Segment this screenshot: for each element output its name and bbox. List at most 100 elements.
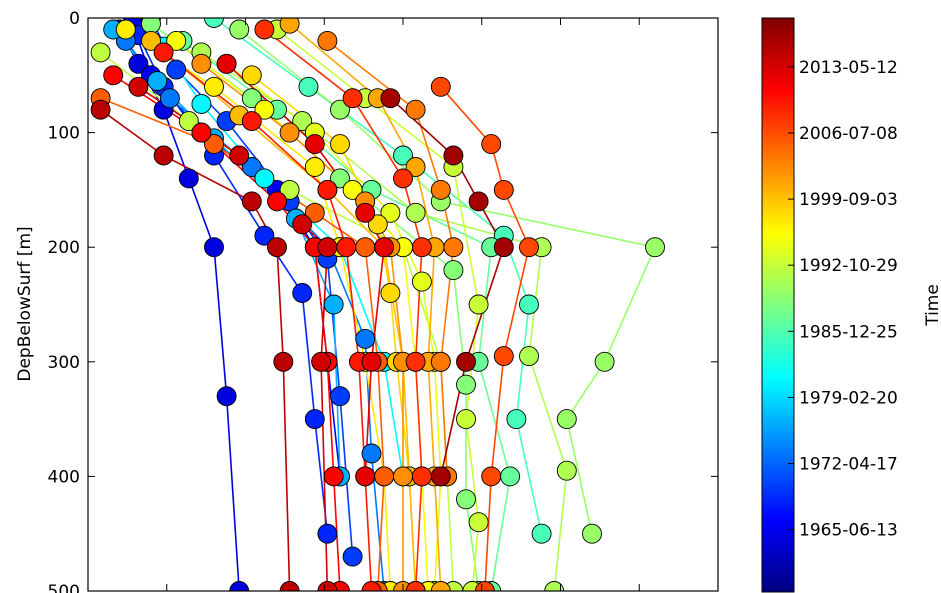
profile-point bbox=[443, 260, 464, 281]
profile-point bbox=[317, 581, 338, 591]
profile-point bbox=[279, 18, 300, 34]
profile-point bbox=[374, 237, 395, 258]
profile-point bbox=[204, 134, 224, 155]
profile-point bbox=[361, 581, 382, 591]
colorbar-tick-label: 1965-06-13 bbox=[799, 521, 898, 541]
profile-point bbox=[292, 111, 313, 132]
profile-point bbox=[481, 134, 502, 155]
profile-point bbox=[298, 76, 319, 97]
profile-point bbox=[311, 351, 332, 372]
colorbar-label: Time bbox=[923, 284, 941, 327]
profile-point bbox=[493, 179, 514, 200]
colorbar-tick-label: 2013-05-12 bbox=[799, 58, 898, 78]
profile-point bbox=[103, 65, 124, 86]
profile-point bbox=[141, 30, 161, 51]
profile-point bbox=[241, 65, 262, 86]
profile-point bbox=[468, 512, 489, 533]
profile-point bbox=[178, 168, 199, 189]
profile-point bbox=[191, 53, 212, 74]
profile-point bbox=[405, 157, 426, 177]
profile-point bbox=[430, 351, 451, 372]
colorbar-tick-label: 1999-09-03 bbox=[799, 190, 898, 210]
profile-point bbox=[304, 409, 325, 430]
profile-point bbox=[405, 581, 426, 591]
profile-point bbox=[380, 283, 401, 303]
y-tick-label: 200 bbox=[48, 238, 80, 258]
profile-point bbox=[191, 122, 212, 143]
profile-point bbox=[90, 42, 111, 63]
profile-point bbox=[519, 346, 539, 367]
profile-point bbox=[355, 328, 376, 349]
profile-point bbox=[254, 168, 275, 189]
plot-marks bbox=[90, 18, 665, 591]
y-tick-label: 300 bbox=[48, 353, 80, 373]
profile-point bbox=[430, 179, 451, 200]
profile-point bbox=[279, 179, 300, 200]
profile-point bbox=[380, 202, 401, 223]
profile-point bbox=[456, 374, 476, 395]
profile-point bbox=[141, 18, 161, 34]
y-axis-label: DepBelowSurf [m] bbox=[15, 226, 35, 381]
profile-point bbox=[493, 237, 514, 258]
profile-line-29 bbox=[100, 109, 291, 591]
profile-line-12 bbox=[100, 51, 455, 591]
y-axis: 0 100 200 300 400 500 bbox=[48, 9, 718, 593]
profile-point bbox=[166, 30, 187, 51]
profile-point bbox=[468, 294, 489, 315]
profile-point bbox=[367, 214, 388, 235]
profile-point bbox=[355, 237, 376, 258]
profile-point bbox=[330, 99, 350, 120]
profile-point bbox=[330, 134, 350, 155]
y-tick-label: 400 bbox=[48, 467, 80, 487]
profile-line-21 bbox=[326, 40, 455, 477]
profile-point bbox=[411, 271, 432, 292]
profile-point bbox=[267, 191, 287, 212]
profile-point bbox=[456, 489, 476, 510]
x-axis bbox=[166, 18, 640, 591]
profile-point bbox=[443, 237, 464, 258]
profile-point bbox=[304, 134, 325, 155]
profile-point bbox=[582, 523, 602, 544]
y-tick-label: 100 bbox=[48, 124, 80, 144]
profile-point bbox=[342, 88, 363, 109]
profile-point bbox=[90, 99, 111, 120]
profile-point bbox=[405, 99, 426, 120]
profile-point bbox=[204, 76, 224, 97]
profile-point bbox=[519, 294, 539, 315]
profile-point bbox=[128, 76, 149, 97]
profile-point bbox=[317, 523, 338, 544]
colorbar-tick-label: 1972-04-17 bbox=[799, 455, 898, 475]
profile-point bbox=[317, 179, 338, 200]
y-tick-label: 500 bbox=[48, 582, 80, 593]
profile-point bbox=[645, 237, 665, 258]
profile-point bbox=[254, 19, 275, 40]
profile-point bbox=[267, 237, 287, 258]
profile-point bbox=[355, 202, 376, 223]
colorbar bbox=[761, 17, 795, 593]
profile-point bbox=[330, 386, 350, 407]
profile-line-10 bbox=[238, 28, 657, 534]
y-tick-label: 0 bbox=[69, 9, 80, 29]
profile-point bbox=[153, 42, 174, 63]
profile-point bbox=[204, 237, 224, 258]
profile-point bbox=[544, 581, 565, 591]
profile-point bbox=[342, 546, 363, 567]
profile-point bbox=[241, 191, 262, 212]
profile-point bbox=[500, 466, 521, 487]
profile-point bbox=[254, 99, 275, 120]
profile-point bbox=[204, 18, 224, 28]
profile-point bbox=[330, 168, 350, 189]
profile-point bbox=[279, 122, 300, 143]
profile-point bbox=[241, 88, 262, 109]
profile-point bbox=[393, 466, 413, 487]
profile-point bbox=[336, 237, 357, 258]
profile-line-20 bbox=[200, 63, 404, 591]
profile-point bbox=[342, 179, 363, 200]
profile-point bbox=[405, 202, 426, 223]
profile-point bbox=[374, 466, 395, 487]
profile-point bbox=[229, 19, 250, 40]
profile-point bbox=[178, 111, 199, 132]
colorbar-tick-label: 2006-07-08 bbox=[799, 124, 898, 144]
colorbar-ticks: 1965-06-13 1972-04-17 1979-02-20 1985-12-25… bbox=[788, 58, 898, 541]
